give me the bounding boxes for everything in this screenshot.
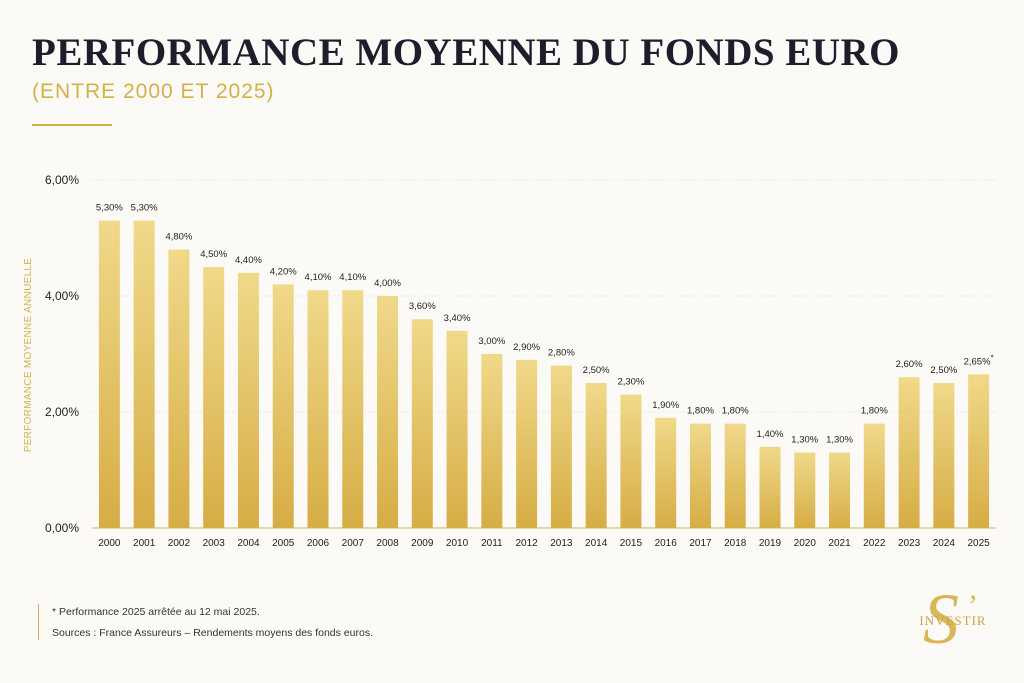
- x-tick-label: 2017: [689, 538, 712, 549]
- title-divider: [32, 124, 112, 126]
- data-label: 1,80%: [687, 406, 714, 417]
- data-label: 4,00%: [374, 278, 401, 289]
- bar-2000: [98, 220, 120, 528]
- x-tick-label: 2022: [863, 538, 886, 549]
- bar-2014: [585, 383, 607, 528]
- logo-wordmark: INVESTIR: [919, 613, 986, 628]
- bar-2025: [968, 374, 990, 528]
- data-label: 2,60%: [896, 359, 923, 370]
- data-label: 3,00%: [478, 336, 505, 347]
- x-tick-label: 2013: [550, 538, 573, 549]
- bar-2006: [307, 290, 329, 528]
- data-label: 1,30%: [791, 435, 818, 446]
- y-tick-label: 2,00%: [45, 405, 79, 419]
- data-label: 4,80%: [165, 232, 192, 243]
- asterisk-marker: *: [991, 353, 994, 362]
- y-axis-label: PERFORMANCE MOYENNE ANNUELLE: [23, 258, 34, 453]
- x-tick-label: 2009: [411, 538, 434, 549]
- data-label: 2,30%: [617, 377, 644, 388]
- x-tick-label: 2005: [272, 538, 295, 549]
- data-label: 1,80%: [861, 406, 888, 417]
- x-tick-label: 2011: [481, 538, 503, 549]
- x-tick-label: 2019: [759, 538, 782, 549]
- bar-2016: [655, 417, 677, 528]
- x-tick-label: 2021: [828, 538, 851, 549]
- y-tick-label: 0,00%: [45, 521, 79, 535]
- data-label: 5,30%: [96, 203, 123, 214]
- data-label: 4,10%: [305, 272, 332, 283]
- x-tick-label: 2016: [655, 538, 678, 549]
- bar-2001: [133, 220, 155, 528]
- logo-apostrophe: ’: [968, 589, 978, 622]
- data-label: 3,40%: [444, 313, 471, 324]
- x-tick-label: 2025: [967, 538, 990, 549]
- data-label: 2,90%: [513, 342, 540, 353]
- x-tick-label: 2010: [446, 538, 469, 549]
- data-label: 4,20%: [270, 266, 297, 277]
- bar-2005: [272, 284, 294, 528]
- x-tick-label: 2002: [168, 538, 191, 549]
- x-tick-label: 2008: [376, 538, 399, 549]
- footnote-performance-2025: * Performance 2025 arrêtée au 12 mai 202…: [52, 606, 260, 618]
- data-label: 4,50%: [200, 249, 227, 260]
- bar-2003: [203, 267, 225, 528]
- x-tick-label: 2003: [203, 538, 226, 549]
- data-label: 4,10%: [339, 272, 366, 283]
- bar-2007: [342, 290, 364, 528]
- data-label: 1,30%: [826, 435, 853, 446]
- x-tick-label: 2024: [933, 538, 956, 549]
- footnote-rule: [38, 604, 39, 640]
- bar-2024: [933, 383, 955, 528]
- bar-2004: [237, 272, 259, 528]
- bar-2011: [481, 354, 503, 528]
- bar-2022: [863, 423, 885, 528]
- y-tick-label: 6,00%: [45, 173, 79, 187]
- bar-2023: [898, 377, 920, 528]
- footnote-sources: Sources : France Assureurs – Rendements …: [52, 627, 373, 639]
- data-label: 2,80%: [548, 348, 575, 359]
- x-tick-label: 2020: [794, 538, 817, 549]
- page-title: PERFORMANCE MOYENNE DU FONDS EURO: [32, 31, 900, 74]
- x-tick-label: 2007: [342, 538, 365, 549]
- x-tick-label: 2023: [898, 538, 921, 549]
- data-label: 3,60%: [409, 301, 436, 312]
- data-label: 1,40%: [757, 429, 784, 440]
- page-subtitle: (ENTRE 2000 ET 2025): [32, 80, 275, 103]
- data-label: 5,30%: [131, 203, 158, 214]
- data-label: 1,90%: [652, 400, 679, 411]
- x-tick-label: 2004: [237, 538, 260, 549]
- data-label: 2,65%*: [964, 353, 994, 367]
- bar-2017: [689, 423, 711, 528]
- data-label: 2,50%: [930, 365, 957, 376]
- x-tick-label: 2012: [515, 538, 538, 549]
- bar-2010: [446, 330, 468, 528]
- bar-2019: [759, 446, 781, 528]
- bar-2012: [516, 359, 538, 528]
- x-tick-label: 2001: [133, 538, 156, 549]
- bar-2020: [794, 452, 816, 528]
- bar-2021: [829, 452, 851, 528]
- x-tick-label: 2018: [724, 538, 747, 549]
- y-tick-label: 4,00%: [45, 289, 79, 303]
- bar-2013: [550, 365, 572, 528]
- x-tick-label: 2006: [307, 538, 330, 549]
- x-tick-label: 2014: [585, 538, 608, 549]
- data-label: 2,50%: [583, 365, 610, 376]
- data-label: 1,80%: [722, 406, 749, 417]
- bar-2002: [168, 249, 190, 528]
- data-label: 4,40%: [235, 255, 262, 266]
- bar-2009: [411, 319, 433, 528]
- bar-2018: [724, 423, 746, 528]
- logo-s-letter: S: [923, 585, 959, 659]
- bar-2015: [620, 394, 642, 528]
- x-tick-label: 2000: [98, 538, 121, 549]
- s-investir-logo: S ’ INVESTIR: [919, 585, 986, 659]
- x-tick-label: 2015: [620, 538, 643, 549]
- bar-2008: [377, 296, 399, 528]
- bar-chart: 0,00% 2,00% 4,00% 6,00% 2000 2001 2002 2003 200…: [23, 173, 996, 549]
